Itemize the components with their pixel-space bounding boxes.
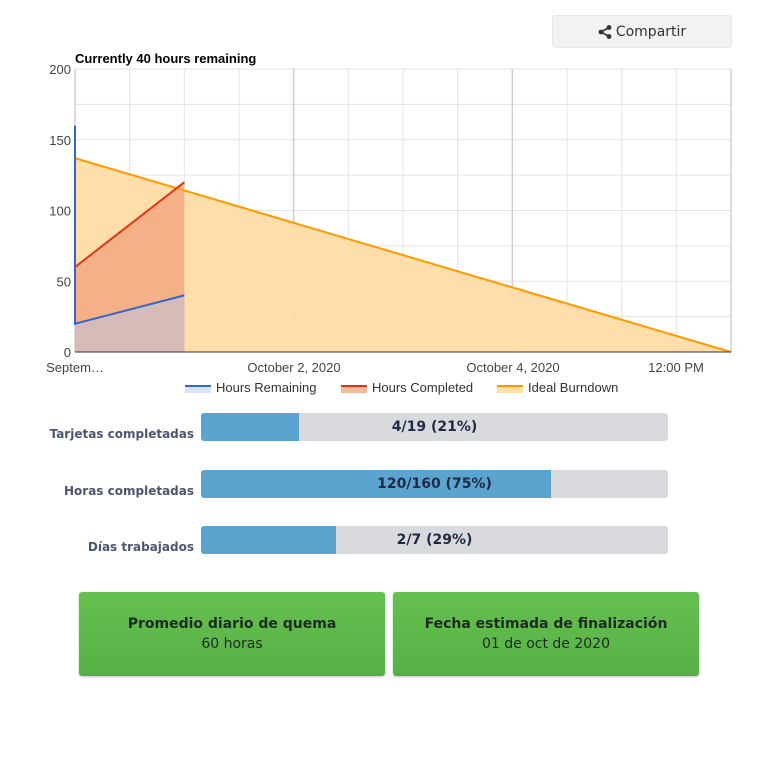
- progress-label: Horas completadas: [64, 484, 194, 498]
- series-area: [75, 125, 185, 352]
- share-button-label: Compartir: [615, 23, 687, 40]
- y-tick-label: 200: [49, 62, 71, 77]
- series-line: [74, 181, 185, 268]
- progress-days-worked: Días trabajados 2/7 (29%): [0, 526, 778, 556]
- stat-card-value: 01 de oct de 2020: [482, 636, 610, 652]
- progress-label: Días trabajados: [87, 540, 194, 554]
- stat-card-title: Promedio diario de quema: [127, 616, 337, 632]
- legend-swatch-area: [341, 386, 367, 393]
- progress-fill: [201, 526, 337, 554]
- x-tick-label: October 2, 2020: [247, 360, 340, 375]
- progress-fill: [201, 470, 552, 498]
- legend-label: Hours Remaining: [216, 380, 316, 395]
- x-tick-label: Septem…: [46, 360, 104, 375]
- x-tick-label: 12:00 PM: [648, 360, 704, 375]
- y-tick-label: 50: [57, 274, 71, 289]
- chart-canvas: 0 50 100 150 200 Septem… October 2, 2020 Octobe…: [46, 51, 732, 395]
- progress-track: 120/160 (75%): [201, 470, 668, 498]
- legend-label: Hours Completed: [372, 380, 473, 395]
- chart-title: Currently 40 hours remaining: [75, 51, 256, 66]
- y-tick-label: 0: [64, 345, 71, 360]
- progress-label: Tarjetas completadas: [49, 427, 194, 441]
- legend-swatch-area: [185, 386, 211, 393]
- legend-label: Ideal Burndown: [528, 380, 618, 395]
- stat-card-title: Fecha estimada de finalización: [424, 616, 668, 632]
- share-button[interactable]: Compartir: [552, 15, 732, 48]
- progress-text: 4/19 (21%): [391, 419, 478, 435]
- stat-card-value: 60 horas: [201, 636, 263, 652]
- x-tick-label: October 4, 2020: [466, 360, 559, 375]
- stat-card-daily-burn: Promedio diario de quema 60 horas: [79, 592, 385, 676]
- share-icon: [598, 24, 612, 39]
- series-line: [74, 125, 185, 325]
- y-tick-label: 150: [49, 133, 71, 148]
- burndown-chart: 0 50 100 150 200 Septem… October 2, 2020 Octobe…: [0, 48, 778, 410]
- stat-card-estimated-completion: Fecha estimada de finalización 01 de oct…: [393, 592, 699, 676]
- progress-hours-completed: Horas completadas 120/160 (75%): [0, 470, 778, 500]
- progress-cards-completed: Tarjetas completadas 4/19 (21%): [0, 413, 778, 443]
- y-tick-label: 100: [49, 204, 71, 219]
- progress-track: 4/19 (21%): [201, 413, 668, 441]
- legend-swatch-area: [497, 386, 523, 393]
- progress-text: 2/7 (29%): [396, 532, 473, 548]
- progress-text: 120/160 (75%): [377, 476, 492, 492]
- progress-fill: [201, 413, 300, 441]
- series-line: [74, 157, 732, 353]
- progress-track: 2/7 (29%): [201, 526, 668, 554]
